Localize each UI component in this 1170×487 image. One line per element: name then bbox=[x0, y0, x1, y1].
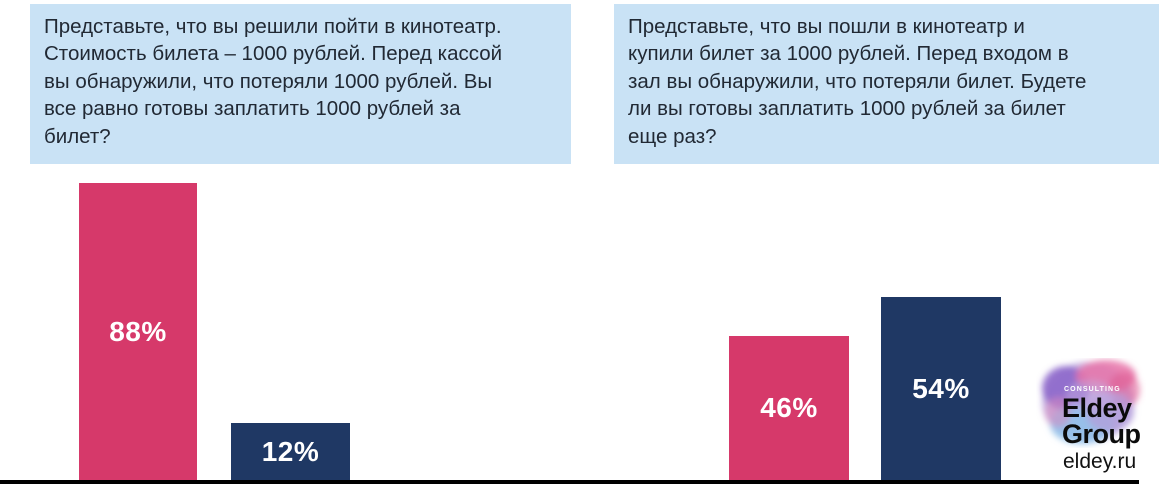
chart2-bar-2: 54% bbox=[881, 297, 1001, 480]
chart1-bar-1: 88% bbox=[79, 183, 197, 480]
watercolor-blob-icon bbox=[1042, 360, 1140, 444]
eldey-logo: CONSULTING Eldey Group eldey.ru bbox=[1036, 352, 1166, 482]
question-2-text: Представьте, что вы пошли в кинотеатр и … bbox=[628, 15, 1087, 148]
chart2-bar-1: 46% bbox=[729, 336, 849, 480]
chart2-bar-2-value-label: 54% bbox=[912, 372, 970, 404]
brand-name-line2: Group bbox=[1062, 419, 1141, 449]
brand-name: Eldey Group bbox=[1062, 393, 1141, 449]
brand-name-line1: Eldey bbox=[1062, 393, 1132, 423]
consulting-label: CONSULTING bbox=[1064, 386, 1121, 393]
question-box-1: Представьте, что вы решили пойти в кинот… bbox=[30, 4, 571, 164]
chart1-bar-1-value-label: 88% bbox=[109, 315, 167, 347]
question-1-text: Представьте, что вы решили пойти в кинот… bbox=[44, 15, 503, 148]
chart2-bar-1-value-label: 46% bbox=[760, 392, 818, 423]
chart1-bar-2: 12% bbox=[231, 423, 350, 480]
axis-baseline bbox=[0, 480, 1139, 484]
website-url: eldey.ru bbox=[1063, 450, 1137, 473]
chart1-bar-2-value-label: 12% bbox=[261, 435, 320, 467]
question-box-2: Представьте, что вы пошли в кинотеатр и … bbox=[614, 4, 1159, 164]
